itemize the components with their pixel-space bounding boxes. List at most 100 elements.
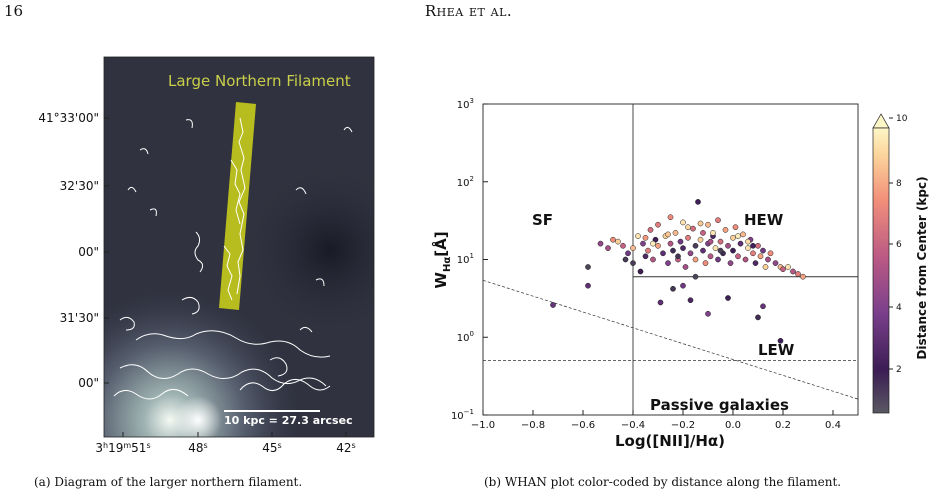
plot-area (482, 103, 859, 416)
contours (113, 117, 353, 400)
data-point (642, 234, 649, 241)
region-label-hew: HEW (744, 211, 784, 229)
data-point (620, 242, 626, 249)
y-tick-label: 102 (457, 175, 474, 189)
data-point (622, 256, 629, 263)
x-axis: −1.0 −0.8 −0.6 −0.4 −0.2 0.0 0.2 0.4 (471, 410, 841, 431)
colorbar-ticks: 10 8 6 4 2 (889, 114, 908, 375)
data-point (690, 225, 696, 232)
data-point (705, 221, 711, 228)
running-head: Rhea et al. (424, 2, 513, 20)
data-point (680, 282, 686, 289)
data-point (697, 220, 704, 227)
caption-b: (b) WHAN plot color-coded by distance al… (484, 475, 842, 489)
data-point (755, 314, 761, 321)
data-point (737, 240, 744, 247)
data-point (550, 302, 556, 308)
data-point (667, 214, 674, 221)
y-tick-label: 101 (457, 252, 474, 266)
colorbar-label: Distance from Center (kpc) (915, 176, 929, 359)
x-tick-label: 0.2 (775, 420, 791, 431)
dec-tick-label: 32'30" (60, 179, 99, 193)
y-tick-label: 103 (457, 97, 474, 111)
data-point (795, 271, 801, 277)
data-point (585, 264, 591, 270)
colorbar-tick-label: 4 (896, 303, 902, 313)
ra-tick-label: 48s (188, 441, 207, 455)
data-point (642, 253, 649, 260)
data-point (730, 247, 736, 254)
data-point (725, 242, 731, 249)
x-tick-label: −1.0 (471, 420, 495, 431)
colorbar-gradient (872, 127, 890, 414)
dec-axis: 41°33'00" 32'30" 00" 31'30" 00" (38, 111, 109, 390)
data-point (597, 240, 604, 247)
dec-tick-label: 31'30" (60, 311, 99, 325)
data-point (645, 247, 651, 254)
data-point (745, 245, 751, 251)
data-point (682, 264, 689, 270)
data-point (742, 256, 749, 263)
data-point (707, 253, 714, 260)
region-label-passive: Passive galaxies (650, 396, 789, 414)
data-point (760, 303, 766, 310)
data-point (685, 224, 691, 231)
reference-lines (482, 104, 859, 415)
x-axis-label: Log([NII]/Hα) (615, 432, 725, 450)
data-point (712, 245, 719, 251)
data-point (650, 240, 656, 247)
data-point (757, 253, 764, 260)
data-point (692, 242, 699, 249)
data-point (730, 234, 736, 241)
data-point (785, 264, 791, 270)
data-point (717, 238, 724, 245)
x-tick-label: 0.0 (725, 420, 741, 431)
data-point (732, 224, 739, 231)
dec-tick-label: 00" (78, 245, 99, 259)
x-tick-label: 0.4 (825, 420, 841, 431)
bright-core (174, 396, 222, 444)
data-point (707, 238, 714, 245)
panel-a-frame (103, 56, 375, 438)
data-point (700, 230, 706, 236)
dashed-demarcation-line (482, 279, 859, 400)
data-point (677, 238, 684, 245)
panel-a: Large Northern Filament 10 kpc = 27.3 ar… (38, 56, 375, 455)
data-point (695, 199, 701, 205)
x-tick-label: −0.2 (671, 420, 695, 431)
data-point (725, 295, 731, 301)
data-point (790, 268, 796, 275)
colorbar-tick-label: 8 (896, 179, 902, 189)
data-point (702, 260, 709, 266)
data-point (715, 256, 721, 263)
x-tick-label: −0.6 (571, 420, 595, 431)
data-point (715, 217, 721, 224)
data-point (635, 233, 641, 239)
scalebar-label: 10 kpc = 27.3 arcsec (224, 414, 353, 427)
colorbar-extend-arrow (872, 113, 890, 129)
data-point (650, 256, 656, 263)
data-point (710, 230, 716, 236)
y-axis: 103 102 101 100 10−1 (451, 97, 488, 422)
data-point (630, 245, 636, 251)
data-point (705, 310, 711, 317)
colorbar-tick-label: 2 (896, 365, 902, 375)
data-point (630, 260, 636, 266)
data-point (735, 253, 741, 260)
data-point (625, 250, 631, 257)
data-point (765, 256, 771, 263)
data-point (750, 242, 756, 249)
data-point (585, 282, 591, 289)
ra-axis: 3h19m51s 48s 45s 42s (95, 432, 356, 455)
data-point (655, 221, 661, 228)
data-point (762, 264, 769, 270)
caption-a: (a) Diagram of the larger northern filam… (34, 475, 303, 489)
panel-a-title: Large Northern Filament (168, 72, 351, 90)
data-point (660, 250, 666, 257)
data-point (675, 253, 681, 260)
data-point (670, 247, 676, 254)
ra-tick-label: 42s (336, 441, 355, 455)
data-point (697, 236, 704, 243)
data-point (680, 245, 686, 251)
dec-tick-label: 00" (78, 376, 99, 390)
